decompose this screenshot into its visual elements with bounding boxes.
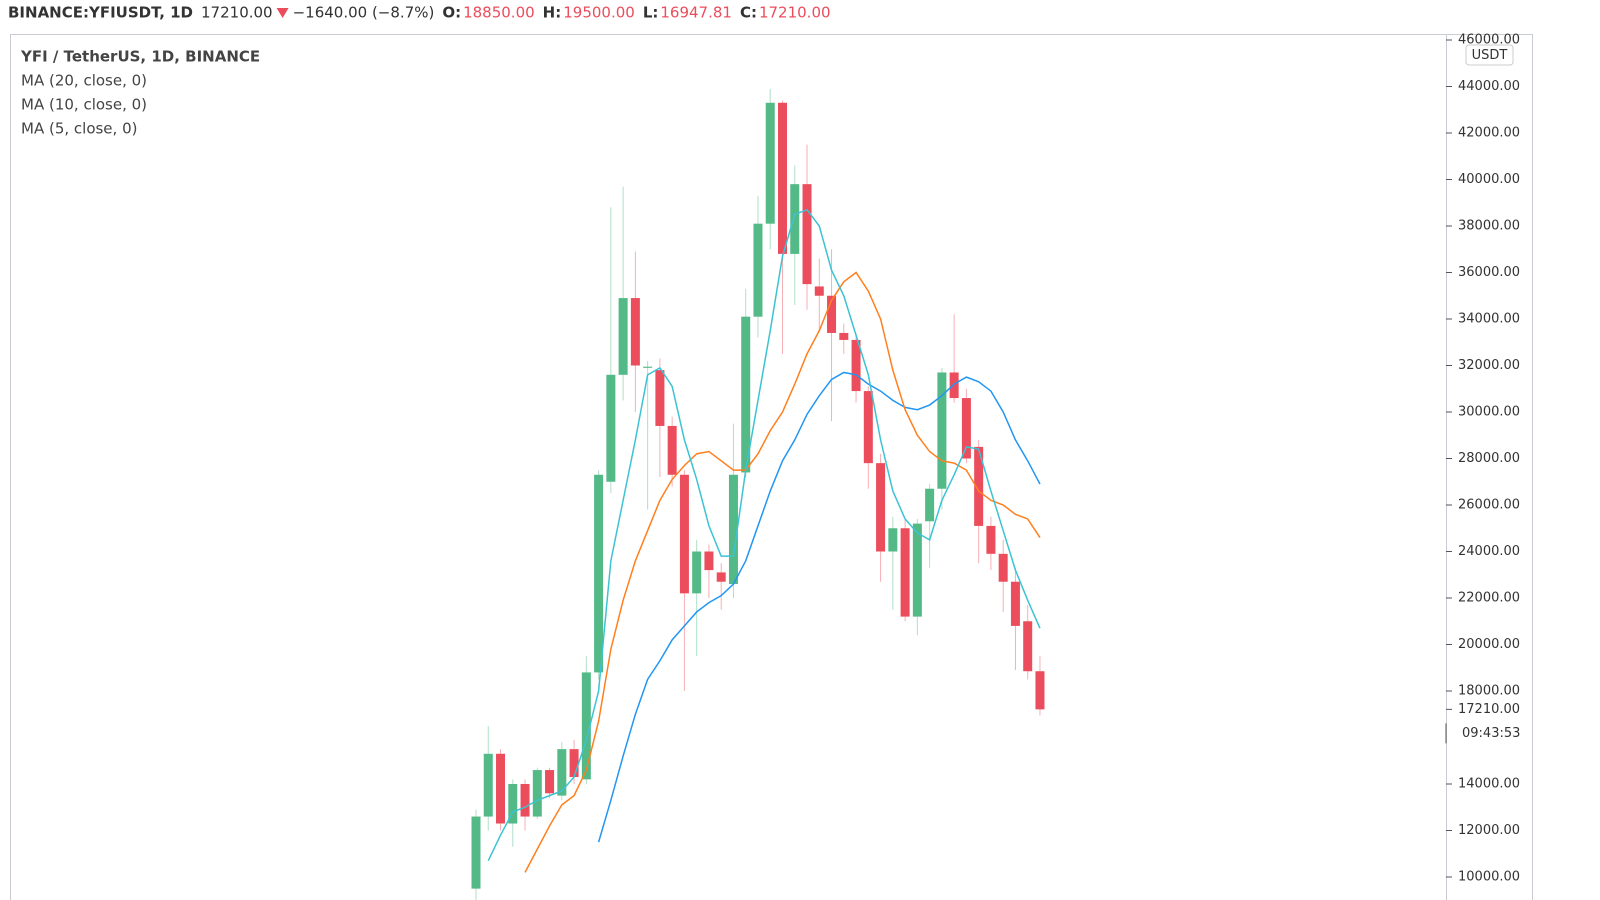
candle-body (1035, 671, 1045, 710)
candle-body (802, 184, 812, 285)
candle-body (876, 463, 886, 552)
countdown: 09:43:53 (1462, 726, 1520, 741)
y-tick-label: 12000.00 (1458, 823, 1520, 838)
y-tick-label: 40000.00 (1458, 172, 1520, 187)
legend-entry: MA (20, close, 0) (21, 72, 147, 90)
y-tick-label: 42000.00 (1458, 126, 1520, 141)
candle-body (827, 295, 837, 333)
candle-body (986, 525, 996, 554)
chart-title: YFI / TetherUS, 1D, BINANCE (20, 48, 260, 66)
candle-body (765, 102, 775, 224)
plot-area (471, 88, 1045, 900)
ohlc-value: 18850.00 (463, 4, 535, 22)
y-tick-label: 38000.00 (1458, 219, 1520, 234)
candle-body (925, 488, 935, 522)
moving-average-line (524, 271, 1041, 873)
y-tick-label: 18000.00 (1458, 684, 1520, 699)
candle-body (863, 391, 873, 464)
candle-body (557, 749, 567, 796)
down-arrow (276, 8, 289, 18)
symbol: BINANCE:YFIUSDT, 1D (8, 4, 193, 22)
y-tick-label: 26000.00 (1458, 498, 1520, 513)
price-axis: 10000.00 12000.00 14000.00 18000.00 20000.00… (1445, 33, 1520, 885)
candle-body (949, 372, 959, 399)
candle-body (778, 102, 787, 254)
y-tick-label: 32000.00 (1458, 358, 1520, 373)
ohlc-value: 19500.00 (563, 4, 635, 22)
ohlc-label: C: (740, 4, 757, 22)
candle-body (581, 672, 591, 780)
candle-body (888, 528, 898, 552)
ohlc: O: 18850.00 H: 19500.00 L: 16947.81 C: 17210.00 (442, 4, 830, 22)
legend-entry: MA (10, close, 0) (21, 96, 147, 114)
candle-body (496, 753, 506, 824)
candle-body (912, 523, 922, 617)
candle-body (741, 316, 751, 473)
candle-body (471, 816, 481, 889)
candle-body (704, 551, 714, 571)
y-tick-label: 24000.00 (1458, 544, 1520, 559)
ohlc-label: L: (643, 4, 659, 22)
candle-body (630, 298, 640, 366)
candle-body (728, 474, 738, 585)
ohlc-label: H: (543, 4, 562, 22)
candle-body (520, 784, 530, 817)
y-tick-label: 30000.00 (1458, 405, 1520, 420)
legend-entry: MA (5, close, 0) (21, 120, 137, 138)
candle-body (606, 374, 616, 482)
candle-body (900, 528, 910, 617)
candle-body (643, 366, 653, 368)
ohlc-label: O: (442, 4, 461, 22)
candle-body (618, 298, 628, 375)
ohlc-value: 16947.81 (660, 4, 732, 22)
candle-body (483, 753, 493, 817)
candle-body (679, 474, 689, 594)
candle-body (851, 339, 861, 392)
moving-average-line (487, 208, 1041, 862)
candle-body (839, 332, 849, 340)
y-tick-label: 46000.00 (1458, 33, 1520, 48)
y-tick-label: 28000.00 (1458, 451, 1520, 466)
moving-average-line (597, 371, 1041, 843)
candle-body (667, 425, 677, 475)
candle-body (753, 223, 763, 317)
y-tick-label: 10000.00 (1458, 870, 1520, 885)
candle-body (716, 572, 726, 582)
candle-body (937, 372, 947, 489)
last-price-label: 17210.00 (1458, 702, 1520, 717)
candle-body (814, 286, 824, 296)
price-change: −1640.00 (−8.7%) (293, 4, 435, 22)
candle-body (1010, 581, 1020, 626)
candle-body (692, 551, 702, 594)
currency: USDT (1472, 48, 1508, 63)
candle-body (508, 784, 518, 824)
last-price: 17210.00 (201, 4, 273, 22)
currency-box (1465, 44, 1514, 66)
candle-body (594, 474, 604, 673)
candle-body (790, 184, 800, 254)
candle-body (1023, 621, 1033, 672)
ohlc-value: 17210.00 (759, 4, 831, 22)
y-tick-label: 44000.00 (1458, 79, 1520, 94)
candle-body (998, 553, 1008, 582)
y-tick-label: 20000.00 (1458, 637, 1520, 652)
candle-body (545, 770, 555, 794)
y-tick-label: 34000.00 (1458, 312, 1520, 327)
chart-frame (10, 34, 1533, 900)
candle-body (569, 749, 579, 778)
y-tick-label: 22000.00 (1458, 591, 1520, 606)
candle-body (532, 770, 542, 817)
candle-body (974, 446, 984, 526)
y-tick-label: 36000.00 (1458, 265, 1520, 280)
candle-body (655, 370, 665, 426)
y-tick-label: 14000.00 (1458, 777, 1520, 792)
candle-body (961, 398, 971, 459)
